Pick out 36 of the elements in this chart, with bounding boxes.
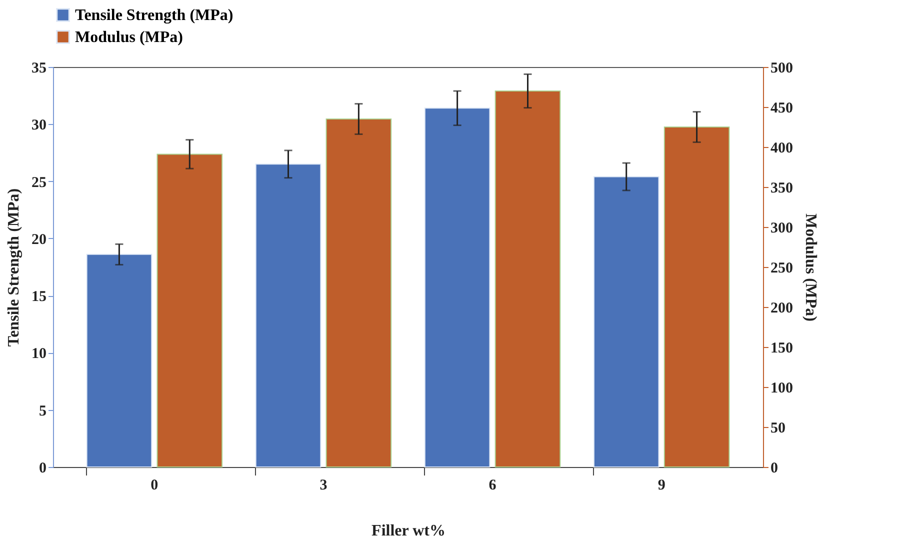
x-tick-label: 9: [658, 478, 666, 494]
y-tick-label: 10: [32, 346, 46, 362]
y2-tick-label: 400: [770, 140, 793, 156]
y2-tick-label: 300: [770, 220, 793, 236]
y-tick-label: 15: [32, 289, 46, 306]
bar: [255, 164, 322, 468]
y2-axis-title: Modulus (MPa): [802, 214, 819, 322]
y2-tick-label: 350: [770, 180, 793, 196]
x-tick-label: 0: [150, 478, 158, 494]
bar: [156, 154, 223, 468]
y2-tick-label: 500: [770, 60, 793, 76]
x-axis-title: Filler wt%: [372, 522, 446, 540]
y-tick-label: 20: [32, 232, 46, 248]
y-tick-label: 35: [32, 60, 46, 76]
y2-tick-label: 150: [770, 340, 793, 356]
y2-tick-label: 100: [770, 380, 793, 396]
y-tick-label: 5: [39, 403, 46, 420]
legend-label: Tensile Strength (MPa): [75, 7, 234, 24]
bar: [494, 90, 561, 468]
bar: [86, 254, 152, 468]
bar: [593, 176, 660, 468]
x-tick-label: 3: [320, 478, 328, 494]
y2-tick-label: 250: [770, 260, 793, 276]
y2-tick-label: 450: [770, 100, 793, 116]
bar: [326, 118, 392, 468]
y2-tick-label: 50: [770, 420, 786, 436]
y-axis-title: Tensile Strength (MPa): [6, 188, 22, 347]
y2-tick-label: 0: [770, 460, 778, 476]
bar: [424, 108, 490, 468]
bar: [664, 126, 730, 468]
x-tick-label: 6: [488, 478, 497, 494]
legend-label: Modulus (MPa): [75, 29, 183, 46]
y-tick-label: 0: [39, 460, 46, 476]
y2-tick-label: 200: [770, 300, 793, 316]
y-tick-label: 25: [32, 174, 46, 191]
y-tick-label: 30: [32, 118, 46, 134]
